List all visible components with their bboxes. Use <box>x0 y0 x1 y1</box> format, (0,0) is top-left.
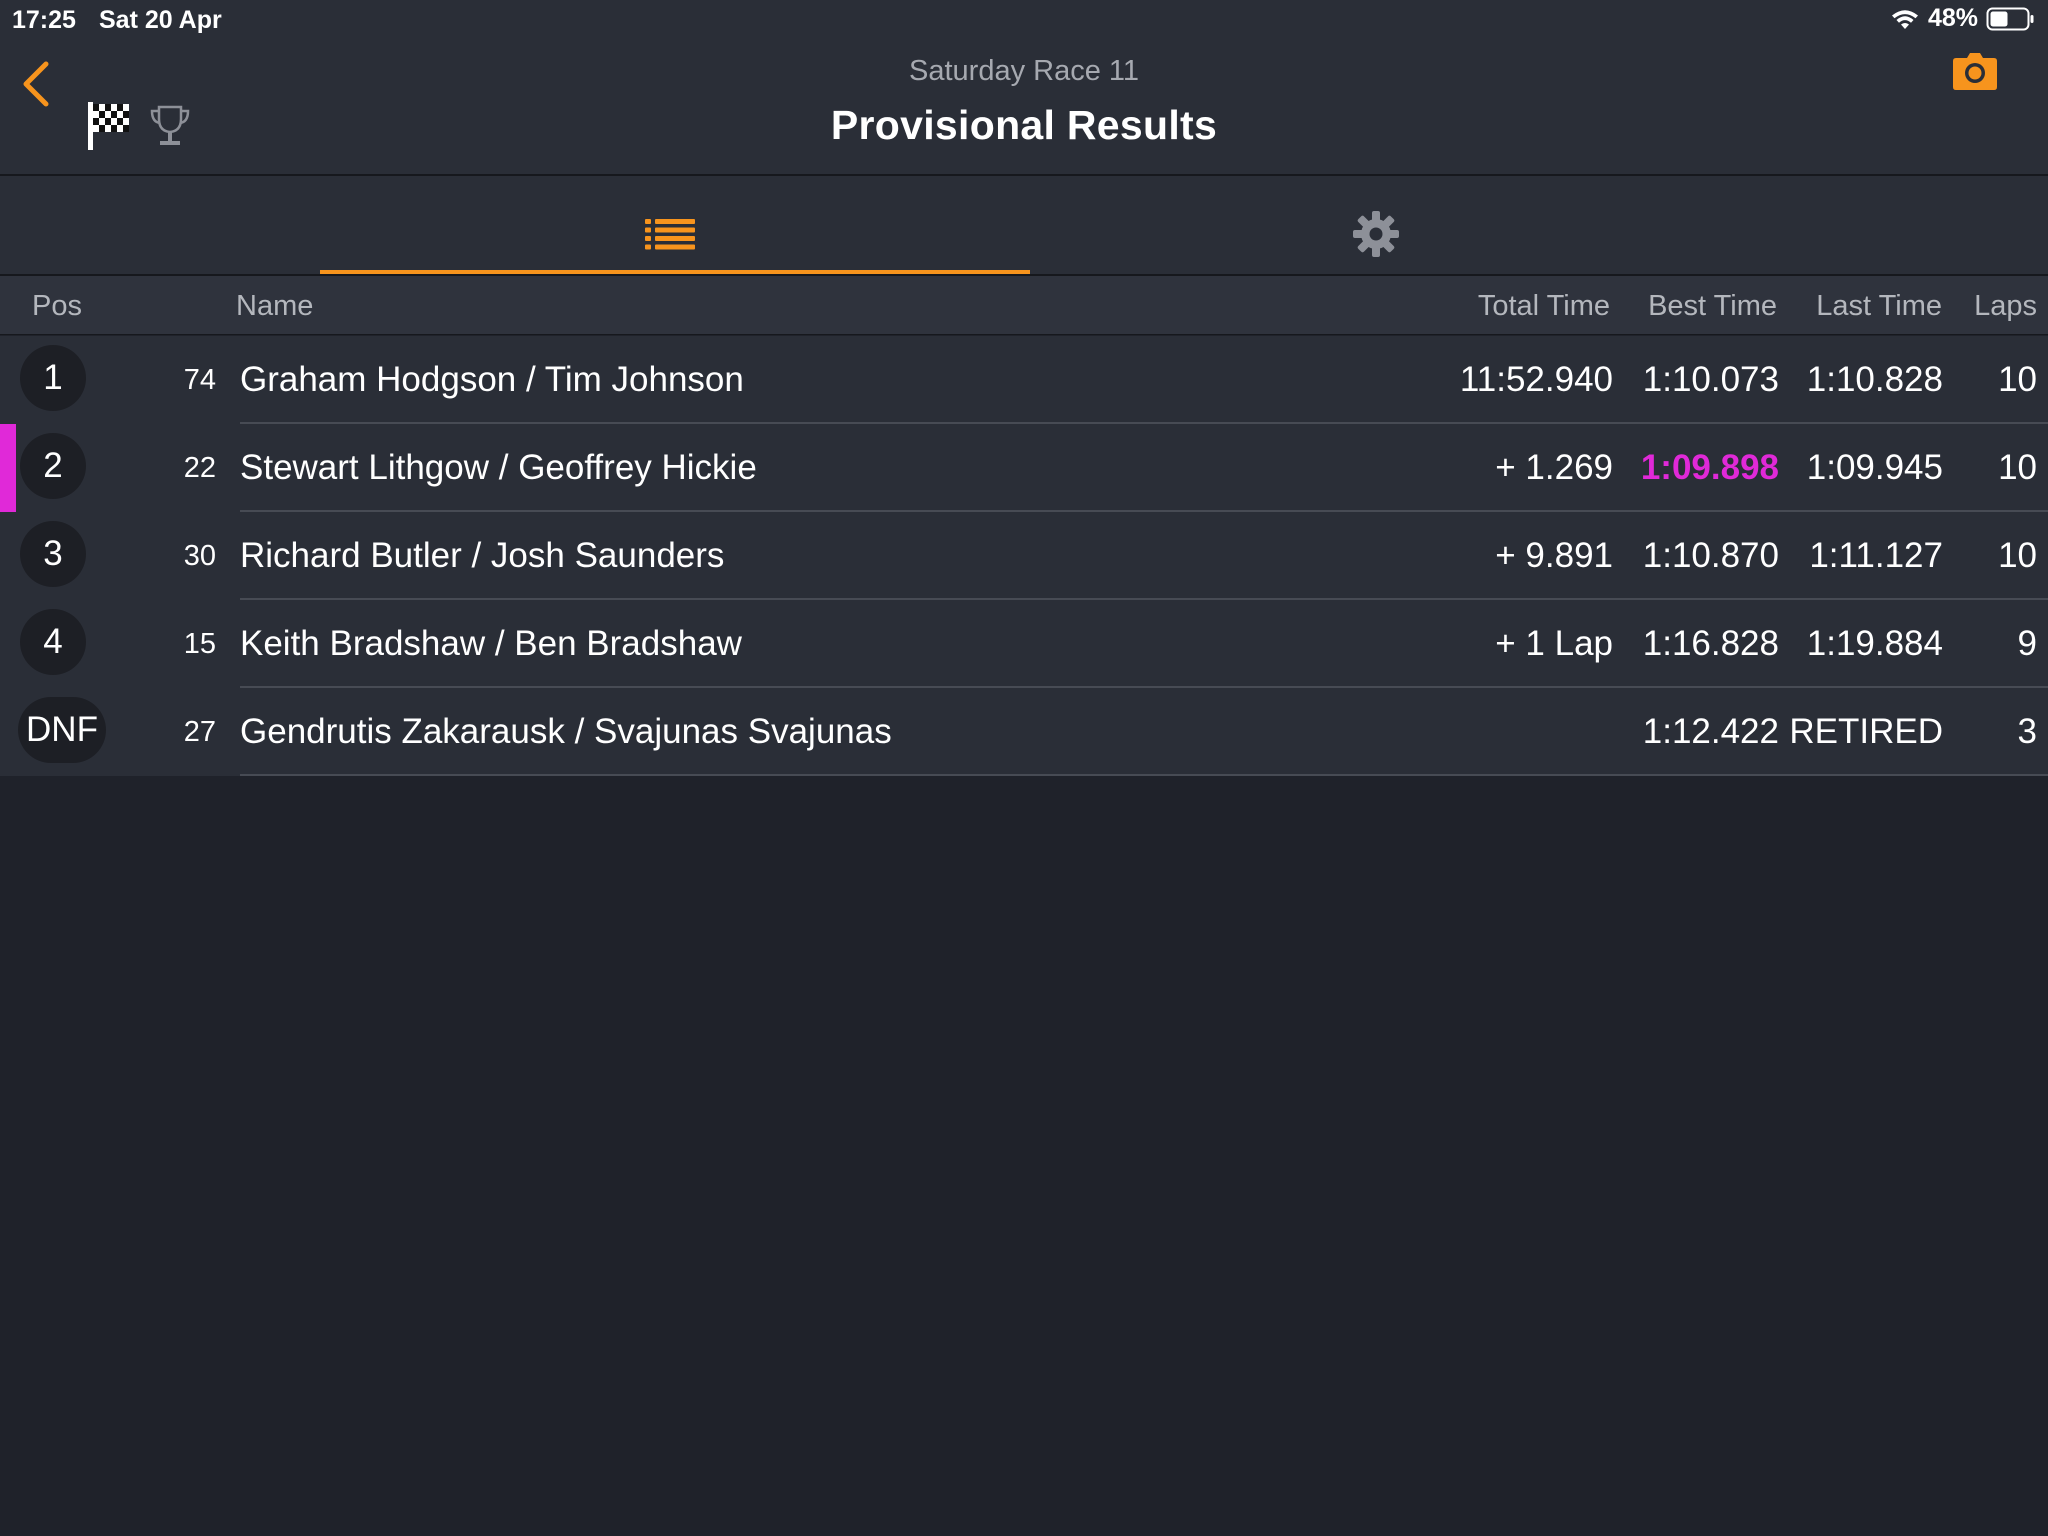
row-divider <box>240 598 2048 600</box>
total-time: + 9.891 <box>1495 536 1613 575</box>
results-table-header: Pos Name Total Time Best Time Last Time … <box>0 276 2048 335</box>
column-header-name[interactable]: Name <box>236 290 314 322</box>
total-time: + 1 Lap <box>1495 624 1613 663</box>
camera-icon[interactable] <box>1952 52 1998 92</box>
row-divider <box>240 686 2048 688</box>
laps: 9 <box>2017 624 2037 663</box>
driver-names: Stewart Lithgow / Geoffrey Hickie <box>240 448 757 487</box>
table-row[interactable]: 1 74 Graham Hodgson / Tim Johnson 11:52.… <box>0 336 2048 424</box>
position-badge: 3 <box>20 521 86 587</box>
car-number: 27 <box>183 716 216 748</box>
column-header-last-time[interactable]: Last Time <box>1816 290 1942 322</box>
status-date: Sat 20 Apr <box>99 6 222 34</box>
car-number: 15 <box>183 628 216 660</box>
race-subtitle: Saturday Race 11 <box>909 55 1139 87</box>
position-badge: 4 <box>20 609 86 675</box>
position-badge: DNF <box>18 697 106 763</box>
navigation-bar: 17:25 Sat 20 Apr 48% <box>0 0 2048 176</box>
battery-icon <box>1986 7 2034 30</box>
wifi-icon <box>1891 9 1918 29</box>
laps: 10 <box>1998 536 2037 575</box>
table-row[interactable]: 2 22 Stewart Lithgow / Geoffrey Hickie +… <box>0 424 2048 512</box>
laps: 3 <box>2017 712 2037 751</box>
best-time: 1:12.422 <box>1642 712 1779 751</box>
row-divider <box>240 510 2048 512</box>
table-row[interactable]: 3 30 Richard Butler / Josh Saunders + 9.… <box>0 512 2048 600</box>
car-number: 22 <box>183 452 216 484</box>
trophy-icon[interactable] <box>148 104 192 148</box>
last-time: RETIRED <box>1789 712 1943 751</box>
column-header-best-time[interactable]: Best Time <box>1648 290 1777 322</box>
laps: 10 <box>1998 448 2037 487</box>
driver-names: Gendrutis Zakarausk / Svajunas Svajunas <box>240 712 892 751</box>
last-time: 1:11.127 <box>1809 536 1943 575</box>
gear-icon <box>1353 211 1399 257</box>
status-indicators: 48% <box>1890 4 2036 33</box>
best-time: 1:16.828 <box>1642 624 1779 663</box>
driver-names: Richard Butler / Josh Saunders <box>240 536 725 575</box>
checkered-flag-icon[interactable] <box>86 100 132 152</box>
table-row[interactable]: DNF 27 Gendrutis Zakarausk / Svajunas Sv… <box>0 688 2048 776</box>
column-header-pos[interactable]: Pos <box>32 290 82 322</box>
total-time: 11:52.940 <box>1459 360 1613 399</box>
status-time: 17:25 <box>12 6 76 34</box>
last-time: 1:10.828 <box>1806 360 1943 399</box>
column-header-total-time[interactable]: Total Time <box>1477 290 1610 322</box>
laps: 10 <box>1998 360 2037 399</box>
row-divider <box>240 422 2048 424</box>
battery-percent: 48% <box>1927 4 1978 32</box>
car-number: 30 <box>183 540 216 572</box>
total-time: + 1.269 <box>1495 448 1613 487</box>
last-time: 1:19.884 <box>1806 624 1943 663</box>
driver-names: Graham Hodgson / Tim Johnson <box>240 360 744 399</box>
driver-names: Keith Bradshaw / Ben Bradshaw <box>240 624 742 663</box>
position-badge: 2 <box>20 433 86 499</box>
list-icon <box>645 219 695 250</box>
car-number: 74 <box>183 364 216 396</box>
column-header-laps[interactable]: Laps <box>1974 290 2037 322</box>
back-button[interactable] <box>14 58 58 110</box>
status-bar: 17:25 Sat 20 Apr 48% <box>0 0 2048 40</box>
tab-bar <box>0 176 2048 276</box>
position-badge: 1 <box>20 345 86 411</box>
last-time: 1:09.945 <box>1806 448 1943 487</box>
tab-settings[interactable] <box>1030 176 1740 274</box>
best-time: 1:10.870 <box>1642 536 1779 575</box>
fastest-lap-marker <box>0 424 16 512</box>
active-tab-indicator <box>320 270 1030 274</box>
table-row[interactable]: 4 15 Keith Bradshaw / Ben Bradshaw + 1 L… <box>0 600 2048 688</box>
page-title: Provisional Results <box>830 102 1218 148</box>
row-divider <box>240 774 2048 776</box>
best-time-fastest: 1:09.898 <box>1640 448 1779 487</box>
best-time: 1:10.073 <box>1642 360 1779 399</box>
tab-results-list[interactable] <box>320 176 1030 274</box>
